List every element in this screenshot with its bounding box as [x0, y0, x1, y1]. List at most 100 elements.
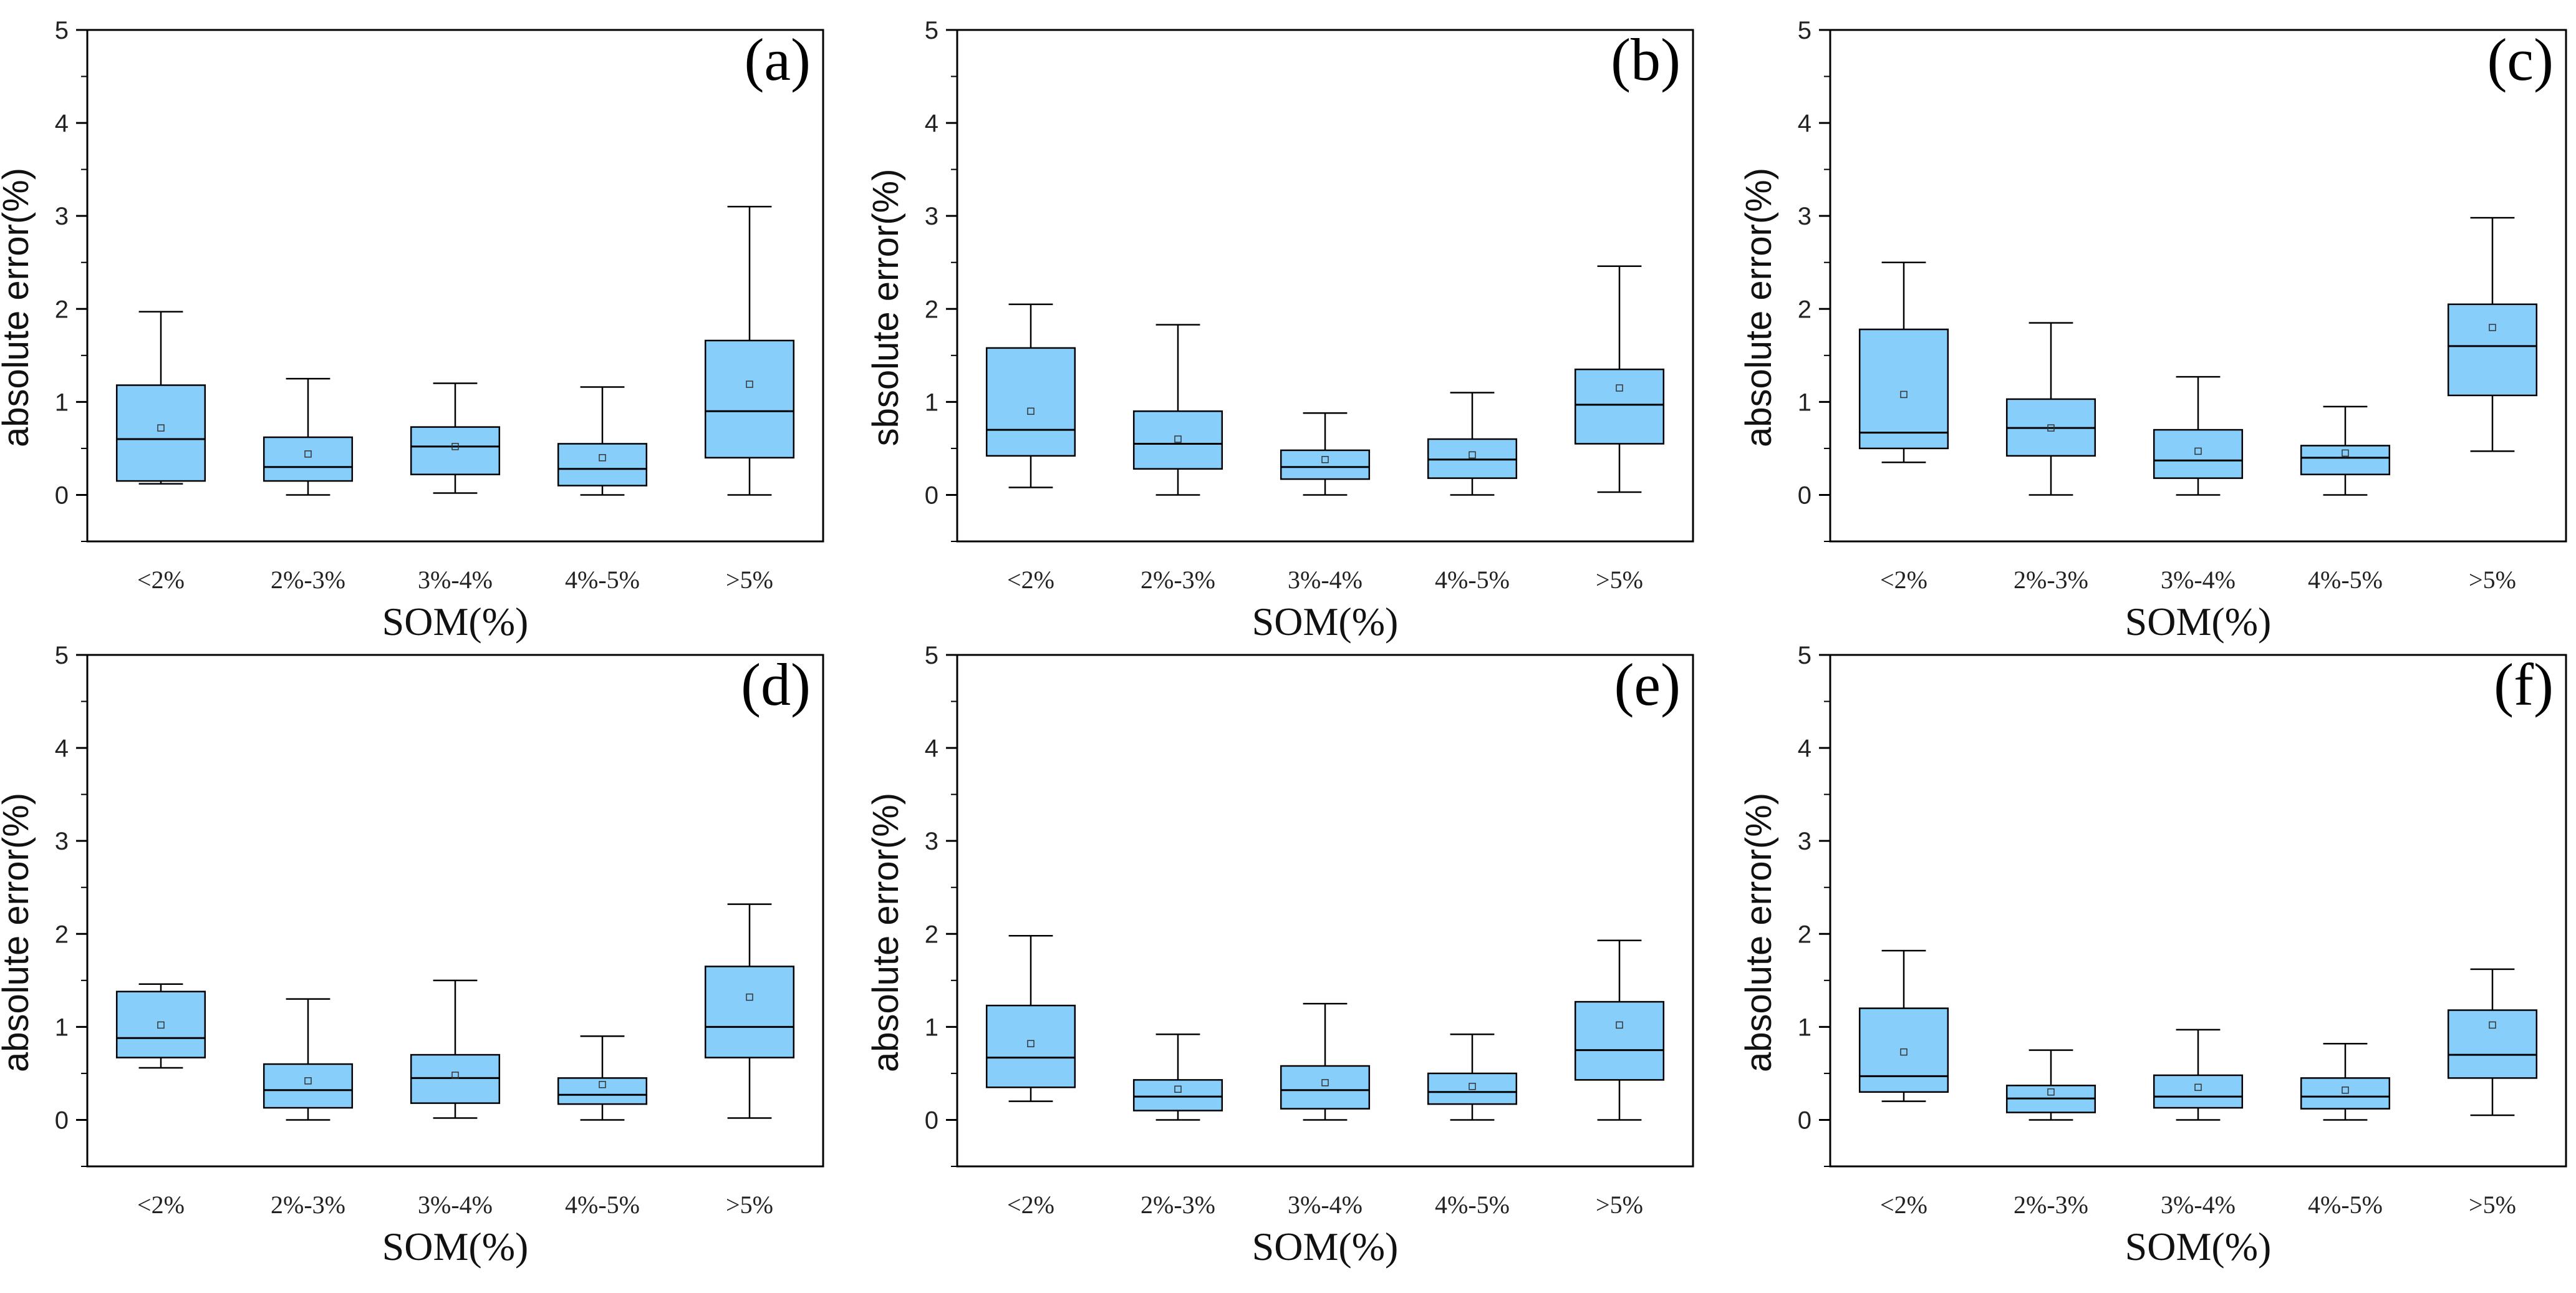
box-4	[1574, 939, 1665, 1121]
mean-marker	[1469, 1083, 1476, 1090]
box-2	[1280, 412, 1371, 496]
x-tick-label: >5%	[1596, 1191, 1643, 1219]
mean-marker	[1469, 451, 1476, 459]
panel-label: (d)	[741, 651, 811, 718]
iqr-box	[263, 436, 354, 482]
y-tick-label: 2	[925, 296, 938, 323]
y-tick-label: 0	[925, 482, 938, 509]
box-plot-svg: 0 1 2 3 4 5 <2% 2%-3% 3%-4% 4%-5% >5% SOM(%) absolut…	[866, 642, 1694, 1269]
y-tick-label: 5	[55, 642, 69, 669]
x-tick-label: 4%-5%	[565, 1191, 640, 1219]
x-tick-label: 3%-4%	[2161, 1191, 2236, 1219]
box-2	[410, 979, 501, 1119]
x-tick-label: <2%	[1880, 1191, 1927, 1219]
x-tick-label: 2%-3%	[271, 1191, 345, 1219]
chart-panel-c: 0 1 2 3 4 5 <2% 2%-3% 3%-4% 4%-5% >5% SOM(%) absolut…	[1739, 17, 2576, 651]
x-tick-label: >5%	[1596, 566, 1643, 594]
iqr-box	[1132, 1079, 1223, 1111]
box-3	[2300, 405, 2391, 496]
y-tick-label: 2	[925, 921, 938, 948]
box-0	[1858, 261, 1949, 463]
box-1	[1132, 324, 1223, 496]
iqr-box	[263, 1063, 354, 1109]
mean-marker	[1027, 407, 1035, 415]
mean-marker	[1616, 1021, 1623, 1029]
box-1	[2005, 322, 2096, 496]
y-tick-label: 1	[1798, 389, 1811, 416]
box-3	[557, 1035, 648, 1121]
y-tick-label: 5	[925, 17, 938, 44]
iqr-box	[1858, 1007, 1949, 1093]
y-tick-label: 4	[925, 110, 938, 137]
iqr-box	[557, 1077, 648, 1105]
x-axis-label: SOM(%)	[382, 1224, 529, 1269]
iqr-box	[115, 384, 206, 482]
mean-marker	[1900, 1048, 1908, 1056]
y-tick-label: 1	[55, 1014, 69, 1041]
x-tick-label: <2%	[137, 566, 185, 594]
panel-label: (e)	[1614, 651, 1681, 718]
x-tick-label: 3%-4%	[2161, 566, 2236, 594]
y-tick-label: 3	[925, 828, 938, 855]
x-tick-label: <2%	[137, 1191, 185, 1219]
mean-marker	[2489, 324, 2496, 331]
box-4	[1574, 265, 1665, 493]
box-3	[1427, 1034, 1518, 1121]
y-tick-label: 3	[55, 203, 69, 230]
x-tick-label: <2%	[1880, 566, 1927, 594]
iqr-box	[704, 339, 795, 459]
mean-marker	[451, 1072, 459, 1079]
x-tick-label: 2%-3%	[1141, 1191, 1215, 1219]
y-tick-label: 5	[1798, 642, 1811, 669]
x-tick-label: 4%-5%	[1435, 1191, 1510, 1219]
plot-frame	[86, 29, 824, 543]
mean-marker	[1321, 1079, 1329, 1087]
mean-marker	[1174, 435, 1182, 443]
iqr-box	[2300, 445, 2391, 475]
iqr-box	[1574, 368, 1665, 445]
box-3	[1427, 392, 1518, 496]
y-tick-label: 3	[1798, 828, 1811, 855]
box-plot-svg: 0 1 2 3 4 5 <2% 2%-3% 3%-4% 4%-5% >5% SOM(%) absolut…	[0, 642, 824, 1269]
y-tick-label: 0	[925, 1107, 938, 1134]
box-0	[115, 983, 206, 1069]
x-tick-label: 2%-3%	[271, 566, 345, 594]
y-axis-label: absolute error(%)	[1739, 168, 1779, 447]
x-tick-label: <2%	[1007, 566, 1054, 594]
y-tick-label: 3	[925, 203, 938, 230]
box-2	[2153, 1029, 2244, 1121]
mean-marker	[1174, 1085, 1182, 1093]
iqr-box	[2447, 303, 2538, 397]
mean-marker	[1900, 390, 1908, 399]
chart-panel-f: 0 1 2 3 4 5 <2% 2%-3% 3%-4% 4%-5% >5% SOM(%) absolut…	[1739, 642, 2576, 1276]
mean-marker	[2047, 424, 2055, 432]
box-plot-svg: 0 1 2 3 4 5 <2% 2%-3% 3%-4% 4%-5% >5% SOM(%) absolut…	[0, 17, 824, 644]
iqr-box	[1427, 1072, 1518, 1105]
box-0	[985, 935, 1076, 1102]
mean-marker	[2047, 1088, 2055, 1096]
mean-marker	[1027, 1040, 1035, 1047]
y-tick-label: 4	[55, 110, 69, 137]
plot-frame	[956, 29, 1694, 543]
box-plot-svg: 0 1 2 3 4 5 <2% 2%-3% 3%-4% 4%-5% >5% SOM(%) sbsolut…	[866, 17, 1694, 644]
box-4	[2447, 216, 2538, 452]
y-tick-label: 3	[55, 828, 69, 855]
iqr-box	[1280, 449, 1371, 480]
x-axis-label: SOM(%)	[382, 599, 529, 644]
x-tick-label: 2%-3%	[1141, 566, 1215, 594]
chart-panel-d: 0 1 2 3 4 5 <2% 2%-3% 3%-4% 4%-5% >5% SOM(%) absolut…	[0, 642, 857, 1276]
box-3	[2300, 1042, 2391, 1121]
mean-marker	[2342, 449, 2349, 457]
iqr-box	[1280, 1065, 1371, 1110]
y-tick-label: 4	[1798, 735, 1811, 762]
box-plot-svg: 0 1 2 3 4 5 <2% 2%-3% 3%-4% 4%-5% >5% SOM(%) absolut…	[1739, 642, 2567, 1269]
iqr-box	[410, 426, 501, 475]
iqr-box	[1574, 1000, 1665, 1081]
panel-label: (b)	[1611, 26, 1681, 93]
iqr-box	[557, 443, 648, 487]
y-tick-label: 0	[55, 1107, 69, 1134]
mean-marker	[746, 380, 753, 388]
iqr-box	[1132, 410, 1223, 470]
mean-marker	[304, 1077, 312, 1085]
mean-marker	[1616, 384, 1623, 392]
